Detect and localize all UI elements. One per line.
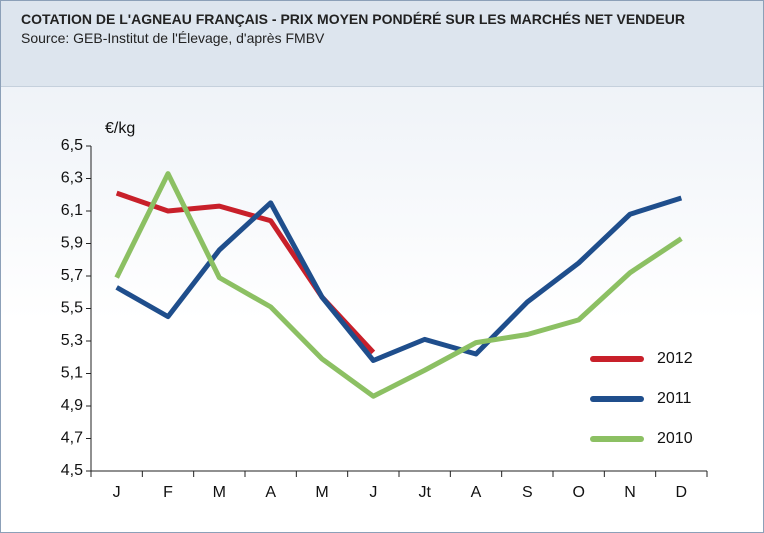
y-tick-label: 6,1 [61,202,83,219]
y-tick-label: 4,9 [61,397,83,414]
x-tick-label: A [265,484,276,501]
y-tick-label: 5,1 [61,365,83,382]
x-tick-label: D [676,484,688,501]
y-tick-label: 4,7 [61,430,83,447]
y-tick-label: 6,3 [61,170,83,187]
x-tick-label: S [522,484,533,501]
x-tick-label: M [213,484,226,501]
series-line [114,171,683,399]
x-tick-label: Jt [418,484,431,501]
y-axis-label: €/kg [105,120,135,137]
x-tick-label: O [572,484,584,501]
y-tick-label: 6,5 [61,137,83,154]
x-tick-label: M [315,484,328,501]
x-tick-label: A [471,484,482,501]
legend-label: 2010 [657,430,693,447]
y-tick-label: 5,3 [61,332,83,349]
x-tick-label: J [369,484,377,501]
legend-label: 2011 [657,390,692,407]
header: COTATION DE L'AGNEAU FRANÇAIS - PRIX MOY… [1,1,763,87]
series-line [115,190,376,355]
chart-subtitle: Source: GEB-Institut de l'Élevage, d'apr… [21,30,325,46]
series-line [115,195,683,363]
y-tick-label: 4,5 [61,462,83,479]
legend-label: 2012 [657,350,693,367]
y-tick-label: 5,9 [61,235,83,252]
chart-title: COTATION DE L'AGNEAU FRANÇAIS - PRIX MOY… [21,11,685,27]
y-tick-label: 5,7 [61,267,83,284]
x-tick-label: F [163,484,173,501]
x-tick-label: N [624,484,636,501]
x-tick-label: J [113,484,121,501]
y-tick-label: 5,5 [61,300,83,317]
